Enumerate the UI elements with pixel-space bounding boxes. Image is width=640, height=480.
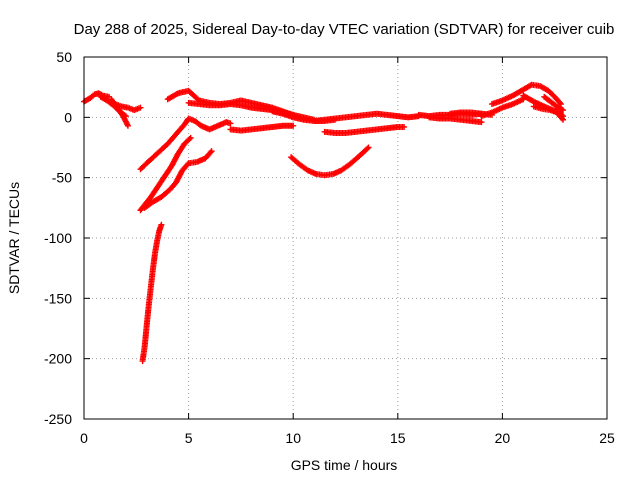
data-point-marker	[186, 136, 193, 143]
chart-title: Day 288 of 2025, Sidereal Day-to-day VTE…	[74, 21, 615, 38]
series-arc-mid-6	[311, 110, 422, 124]
x-axis-label: GPS time / hours	[291, 457, 398, 473]
data-point-marker	[207, 149, 214, 156]
data-point-marker	[556, 99, 563, 106]
series-arc-rise-2	[141, 148, 215, 211]
y-tick-label: -250	[44, 411, 72, 427]
x-tick-label: 5	[185, 430, 193, 446]
series-arc-early-1	[81, 90, 113, 105]
y-axis-label: SDTVAR / TECUs	[6, 182, 22, 294]
data-point-marker	[365, 144, 372, 151]
y-tick-label: -200	[44, 351, 72, 367]
series-arc-dip	[288, 144, 372, 179]
data-point-marker	[559, 115, 566, 122]
series-arc-late-5	[488, 81, 564, 108]
y-tick-label: -100	[44, 230, 72, 246]
data-point-marker	[560, 107, 567, 114]
tick-layer: 0 5 10 15 20 25 -250 -200 -150 -100 -50 0 50	[44, 49, 615, 446]
series-arc-late-4	[478, 96, 527, 120]
data-point-marker	[290, 122, 297, 129]
series-arc-steep	[139, 221, 165, 365]
data-point-marker	[401, 123, 408, 130]
y-tick-label: 0	[64, 109, 72, 125]
x-tick-label: 20	[495, 430, 511, 446]
data-point-marker	[478, 119, 485, 126]
y-tick-label: 50	[56, 49, 72, 65]
x-tick-label: 25	[599, 430, 615, 446]
data-point-marker	[227, 120, 234, 127]
x-tick-label: 10	[285, 430, 301, 446]
series-arc-late-7	[530, 103, 567, 123]
series-arc-early-4	[112, 101, 144, 114]
data-point-marker	[187, 134, 194, 141]
data-point-marker	[560, 116, 567, 123]
series-arc-late-8	[541, 93, 567, 114]
data-point-marker	[364, 145, 371, 152]
data-point-marker	[558, 106, 565, 113]
x-tick-label: 15	[390, 430, 406, 446]
data-point-marker	[137, 104, 144, 111]
data-point-marker	[158, 221, 165, 228]
series-arc-mid-3	[227, 122, 297, 134]
y-tick-label: -50	[52, 170, 72, 186]
series-arc-descending	[137, 115, 234, 173]
data-point-marker	[124, 122, 131, 129]
data-point-marker	[208, 148, 215, 155]
x-tick-label: 0	[80, 430, 88, 446]
data-layer	[81, 81, 567, 365]
series-arc-mid-5	[321, 123, 408, 137]
y-tick-label: -150	[44, 290, 72, 306]
series-arc-rise-1	[137, 134, 194, 214]
